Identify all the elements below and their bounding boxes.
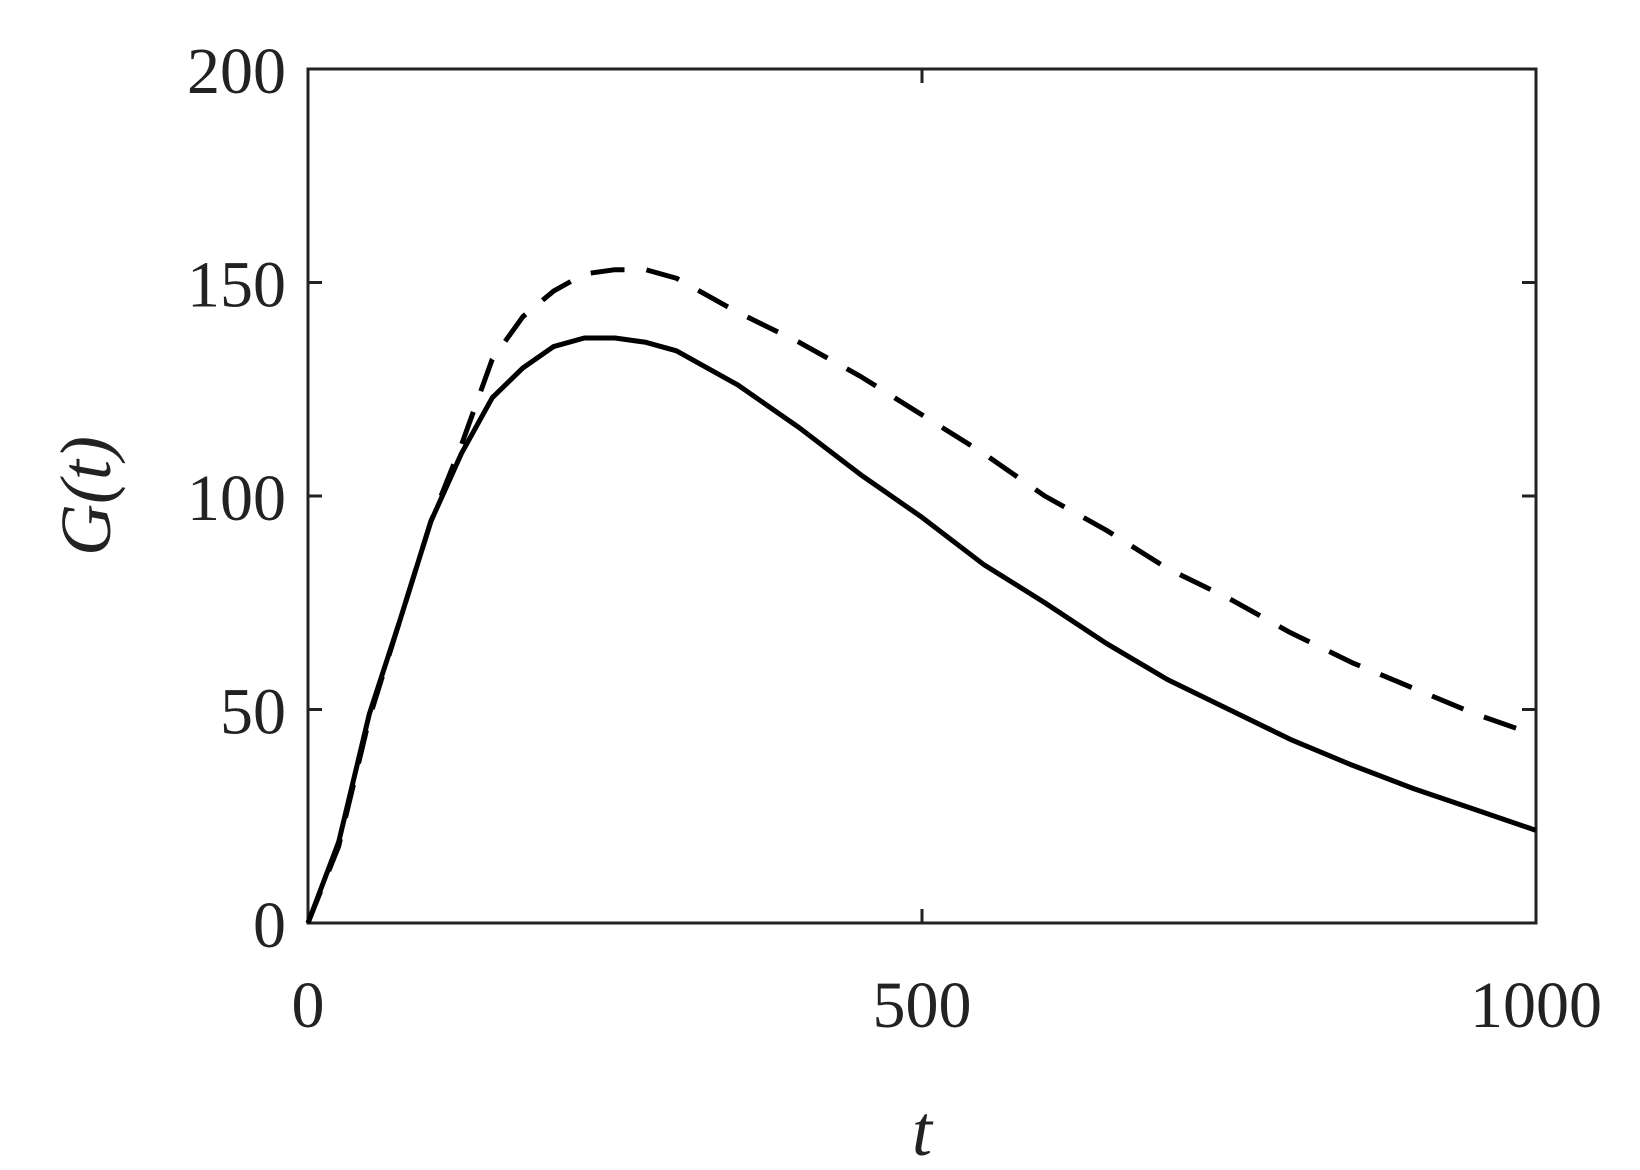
line-series — [305, 335, 1537, 924]
x-tick-label: 500 — [873, 969, 972, 1042]
plot-frame — [306, 67, 1538, 925]
x-axis-label: t — [912, 1091, 934, 1170]
x-tick-label: 0 — [292, 969, 325, 1042]
y-tick-label: 150 — [187, 249, 286, 322]
x-tick-label: 1000 — [1470, 969, 1602, 1042]
y-tick-label: 0 — [253, 889, 286, 962]
line-series — [305, 267, 1537, 924]
y-tick-label: 100 — [187, 462, 286, 535]
y-tick-label: 200 — [187, 35, 286, 108]
y-axis-label: G(t) — [46, 436, 126, 556]
y-tick-label: 50 — [220, 676, 286, 749]
